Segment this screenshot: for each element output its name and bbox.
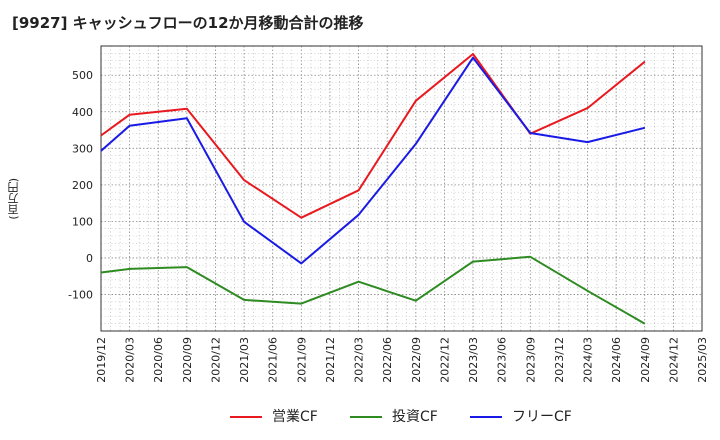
legend-swatch <box>350 416 382 418</box>
x-tick-label: 2023/09 <box>524 337 537 383</box>
x-tick-label: 2021/09 <box>295 337 308 383</box>
legend-swatch <box>230 416 262 418</box>
x-tick-label: 2022/06 <box>381 337 394 383</box>
x-tick-label: 2023/03 <box>467 337 480 383</box>
legend-item-investing-cf: 投資CF <box>350 406 438 426</box>
series-line-free-cf <box>100 56 646 265</box>
x-tick-label: 2022/03 <box>353 337 366 383</box>
chart-title: [9927] キャッシュフローの12か月移動合計の推移 <box>12 14 364 32</box>
x-tick-label: 2020/12 <box>209 337 222 383</box>
y-tick-label: 0 <box>86 252 93 265</box>
x-tick-label: 2024/12 <box>667 337 680 383</box>
x-tick-label: 2023/12 <box>553 337 566 383</box>
y-tick-label: 200 <box>72 179 93 192</box>
cashflow-line-chart: -100 0 100 200 300 400 500 2019/12 2020/03 2020/0… <box>68 45 709 383</box>
x-tick-label: 2024/06 <box>610 337 623 383</box>
x-tick-label: 2020/06 <box>152 337 165 383</box>
x-tick-label: 2021/12 <box>324 337 337 383</box>
x-tick-label: 2021/03 <box>238 337 251 383</box>
x-tick-label: 2020/03 <box>124 337 137 383</box>
legend-item-operating-cf: 営業CF <box>230 406 318 426</box>
y-tick-label: 400 <box>72 106 93 119</box>
x-tick-label: 2019/12 <box>95 337 108 383</box>
legend-label: 営業CF <box>272 409 318 425</box>
legend-swatch <box>470 416 502 418</box>
plot-frame <box>100 45 703 332</box>
series-line-investing-cf <box>100 255 646 325</box>
x-tick-label: 2022/09 <box>410 337 423 383</box>
series-line-operating-cf <box>100 53 646 219</box>
x-tick-label: 2025/03 <box>696 337 709 383</box>
x-tick-label: 2024/09 <box>639 337 652 383</box>
x-tick-label: 2020/09 <box>181 337 194 383</box>
legend-label: 投資CF <box>392 409 438 425</box>
legend-label: フリーCF <box>512 409 572 425</box>
x-tick-label: 2023/06 <box>496 337 509 383</box>
legend-item-free-cf: フリーCF <box>470 406 572 426</box>
y-tick-label: 300 <box>72 142 93 155</box>
y-tick-label: -100 <box>68 288 93 301</box>
x-tick-label: 2022/12 <box>438 337 451 383</box>
y-tick-label: 100 <box>72 215 93 228</box>
x-tick-label: 2024/03 <box>582 337 595 383</box>
legend: 営業CF 投資CF フリーCF <box>0 400 720 430</box>
x-tick-label: 2021/06 <box>267 337 280 383</box>
y-tick-label: 500 <box>72 69 93 82</box>
